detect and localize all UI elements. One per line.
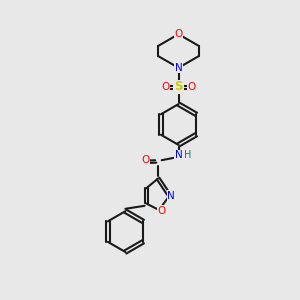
Text: O: O: [141, 154, 150, 165]
Text: O: O: [188, 82, 196, 92]
Text: N: N: [175, 150, 182, 160]
Text: O: O: [161, 82, 170, 92]
Text: S: S: [174, 80, 183, 94]
Text: H: H: [184, 150, 192, 160]
Text: N: N: [167, 190, 175, 201]
Text: O: O: [174, 29, 183, 39]
Text: N: N: [175, 63, 182, 73]
Text: O: O: [158, 206, 166, 216]
